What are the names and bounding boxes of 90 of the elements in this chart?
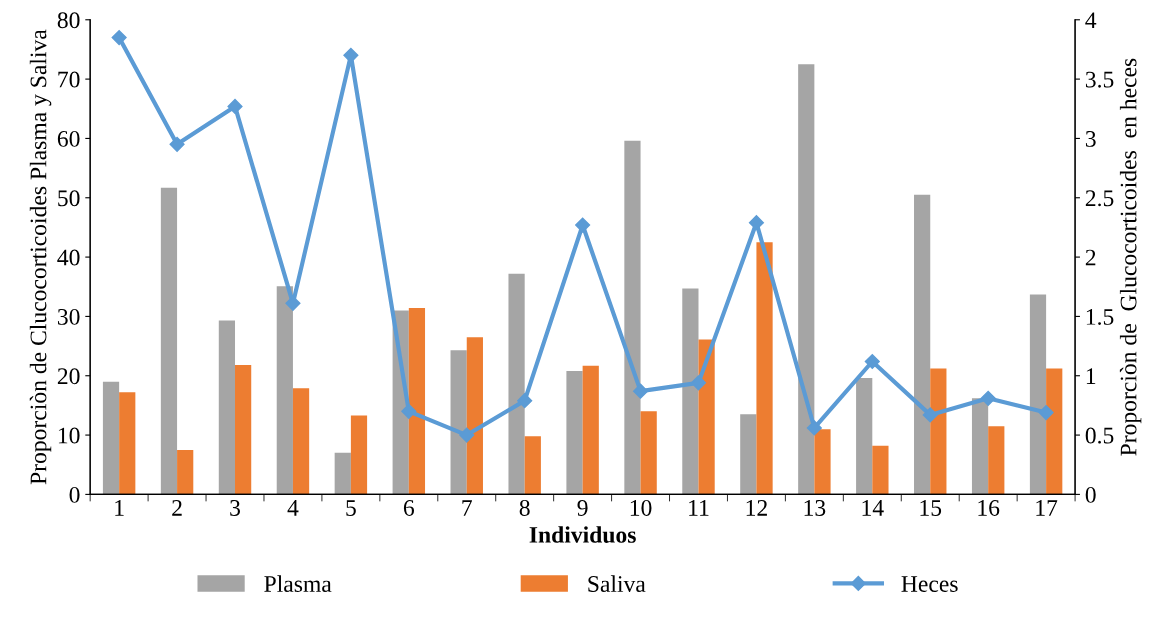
bar (582, 365, 599, 495)
y2-tick-label: 1.5 (1086, 309, 1114, 325)
x-tick-label: 16 (978, 500, 1000, 516)
point (111, 30, 127, 46)
bar (177, 449, 194, 495)
y2-tick-label: 0 (1085, 486, 1096, 503)
bar (914, 194, 931, 495)
bar (350, 415, 368, 495)
point (401, 403, 417, 419)
y2-tick-label: 2.5 (1085, 190, 1114, 207)
x-tick-label: 2 (172, 500, 182, 516)
x-tick-label: 14 (862, 500, 884, 516)
x-tick-label: 9 (577, 500, 588, 516)
bar (872, 445, 889, 495)
bar (450, 350, 467, 495)
bar (624, 140, 641, 495)
bar (466, 337, 483, 495)
point (806, 420, 822, 436)
x-tick-label: 1 (115, 500, 124, 516)
point (922, 407, 938, 423)
point (632, 383, 649, 399)
bar (856, 378, 873, 495)
bar (930, 368, 947, 495)
bar (334, 452, 351, 495)
bar (292, 388, 310, 495)
bar (276, 286, 293, 495)
legend-label: Saliva (588, 575, 646, 592)
x-tick-label: 5 (346, 500, 356, 516)
y-tick-label: 10 (58, 427, 80, 444)
x-tick-label: 12 (746, 500, 767, 516)
y-tick-label: 0 (69, 486, 80, 503)
y-tick-label: 80 (57, 12, 80, 29)
point (1038, 404, 1054, 421)
bar (408, 308, 426, 495)
point (690, 375, 707, 391)
y-tick-label: 30 (57, 308, 80, 325)
point (980, 390, 996, 406)
bar (698, 339, 715, 495)
bar (1046, 368, 1063, 495)
x-axis-title: Individuos (529, 526, 636, 543)
y-tick-label: 40 (57, 249, 80, 266)
bar (798, 64, 815, 495)
bar (756, 242, 773, 495)
point (575, 217, 591, 233)
y2-tick-label: 3 (1085, 130, 1096, 147)
x-tick-label: 4 (287, 500, 299, 516)
point (864, 353, 880, 370)
bar (1029, 294, 1047, 495)
bar (218, 320, 236, 495)
x-tick-label: 17 (1036, 500, 1058, 516)
bar (988, 426, 1005, 495)
x-tick-label: 7 (462, 500, 472, 516)
legend-label: Heces (901, 576, 958, 592)
y-tick-label: 60 (57, 130, 80, 147)
bar (102, 381, 120, 495)
y2-axis-title: Proporciòn de Glucocorticoides en heces (1119, 58, 1142, 456)
bar (160, 187, 178, 495)
y2-tick-label: 4 (1085, 12, 1097, 28)
bar (119, 392, 136, 495)
y2-tick-label: 3.5 (1085, 71, 1114, 88)
bar (508, 273, 525, 495)
y2-tick-label: 0.5 (1085, 427, 1114, 444)
bar (640, 411, 657, 495)
y-tick-label: 70 (58, 71, 80, 88)
point (343, 47, 359, 63)
y2-tick-label: 1 (1086, 368, 1096, 384)
bar (682, 288, 699, 495)
bar (740, 414, 757, 495)
point (517, 393, 533, 409)
bar (235, 365, 252, 495)
y-axis-title: Proporciòn de Clucocorticoides Plasma y Saliva (29, 29, 52, 485)
point (227, 98, 243, 114)
y-tick-label: 20 (57, 368, 80, 385)
x-tick-label: 10 (630, 499, 652, 516)
x-tick-label: 13 (804, 500, 826, 516)
point (459, 427, 475, 443)
y2-tick-label: 2 (1085, 249, 1096, 266)
bar (524, 436, 541, 495)
x-tick-label: 3 (230, 500, 240, 516)
x-tick-label: 11 (689, 500, 709, 516)
point (169, 136, 185, 152)
x-tick-label: 15 (920, 500, 942, 516)
point (748, 215, 765, 231)
bar (814, 429, 831, 495)
x-tick-label: 6 (403, 500, 415, 516)
bar (566, 371, 583, 495)
legend-label: Plasma (264, 575, 332, 592)
y-tick-label: 50 (58, 190, 80, 207)
x-tick-label: 8 (519, 499, 530, 516)
bar (971, 398, 989, 495)
